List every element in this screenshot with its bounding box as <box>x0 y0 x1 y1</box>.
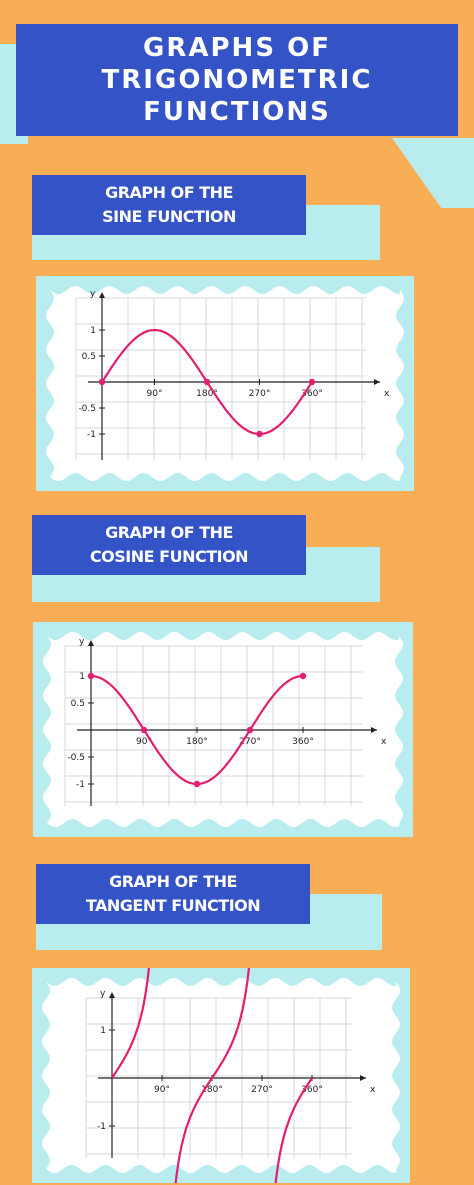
tangent-heading: GRAPH OF THE TANGENT FUNCTION <box>36 864 310 924</box>
sine-chart: x y 90° 180° 270° 360° 1 0.5 -0.5 -1 <box>46 286 404 481</box>
tangent-chart-panel: x y 90° 180° 270° 360° 1 -1 <box>32 968 410 1183</box>
data-point <box>98 378 106 386</box>
series-branch <box>274 1077 313 1183</box>
tangent-chart: x y 90° 180° 270° 360° 1 -1 <box>42 968 400 1183</box>
data-point <box>87 672 95 680</box>
x-tick-label: 90° <box>154 1085 170 1095</box>
x-axis-arrow <box>371 727 377 733</box>
y-tick-label: 0.5 <box>71 699 85 709</box>
y-tick-label: 1 <box>90 326 96 336</box>
x-axis-label: x <box>370 1085 376 1095</box>
x-axis-arrow <box>360 1075 366 1081</box>
tangent-heading-line1: GRAPH OF THE <box>109 872 237 891</box>
sine-heading-line2: SINE FUNCTION <box>102 207 236 226</box>
data-point <box>308 378 316 386</box>
series-branch <box>174 968 251 1183</box>
x-tick-label: 90° <box>136 737 152 747</box>
y-axis-arrow <box>99 292 105 298</box>
y-tick-label: 1 <box>100 1026 106 1036</box>
x-tick-label: 270° <box>239 737 261 747</box>
data-point <box>203 378 211 386</box>
cosine-heading: GRAPH OF THE COSINE FUNCTION <box>32 515 306 575</box>
y-tick-label: 1 <box>79 672 85 682</box>
data-point <box>140 726 148 734</box>
cosine-chart-panel: x y 90° 180° 270° 360° 1 0.5 -0.5 -1 <box>33 622 413 837</box>
y-axis-label: y <box>79 637 85 647</box>
x-tick-label: 360° <box>301 389 323 399</box>
tangent-heading-line2: TANGENT FUNCTION <box>85 896 261 915</box>
page-title-banner: GRAPHS OF TRIGONOMETRIC FUNCTIONS <box>16 24 458 136</box>
cosine-heading-line1: GRAPH OF THE <box>105 523 233 542</box>
sine-chart-panel: x y 90° 180° 270° 360° 1 0.5 -0.5 -1 <box>36 276 414 491</box>
chart-card <box>46 286 404 481</box>
data-point <box>246 726 254 734</box>
x-tick-label: 180° <box>196 389 218 399</box>
decor-right-wedge <box>392 138 474 208</box>
data-point <box>299 672 307 680</box>
x-tick-label: 180° <box>201 1085 223 1095</box>
x-axis-label: x <box>384 389 390 399</box>
x-tick-label: 180° <box>186 737 208 747</box>
x-tick-label: 270° <box>251 1085 273 1095</box>
y-tick-label: -0.5 <box>67 753 85 763</box>
cosine-heading-line2: COSINE FUNCTION <box>89 547 249 566</box>
y-tick-label: -1 <box>76 780 85 790</box>
y-tick-label: -1 <box>97 1122 106 1132</box>
cosine-chart: x y 90° 180° 270° 360° 1 0.5 -0.5 -1 <box>43 632 403 827</box>
page-title: GRAPHS OF TRIGONOMETRIC FUNCTIONS <box>101 33 373 127</box>
y-tick-label: 0.5 <box>82 352 96 362</box>
data-point <box>256 430 263 438</box>
sine-heading: GRAPH OF THE SINE FUNCTION <box>32 175 306 235</box>
y-axis-arrow <box>109 992 115 998</box>
y-axis-label: y <box>90 289 96 299</box>
x-tick-label: 90° <box>147 389 163 399</box>
x-axis-arrow <box>374 379 380 385</box>
y-tick-label: -1 <box>87 430 96 440</box>
x-axis-label: x <box>381 737 387 747</box>
series-branch <box>111 968 151 1079</box>
x-tick-label: 360° <box>292 737 314 747</box>
y-axis-label: y <box>100 989 106 999</box>
y-axis-arrow <box>88 640 94 646</box>
data-point <box>193 780 201 788</box>
y-tick-label: -0.5 <box>78 404 96 414</box>
sine-heading-line1: GRAPH OF THE <box>105 183 233 202</box>
x-tick-label: 270° <box>249 389 271 399</box>
x-tick-label: 360° <box>301 1085 323 1095</box>
